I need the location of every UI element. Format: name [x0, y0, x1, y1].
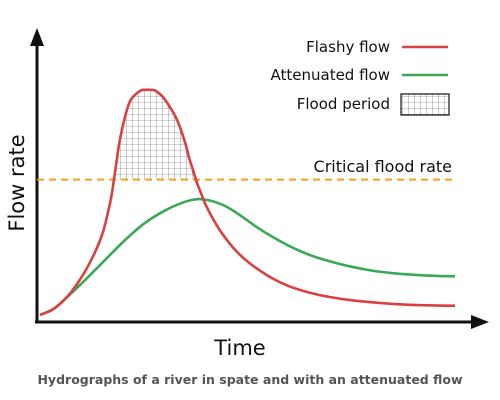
flood-period-region	[113, 89, 196, 180]
y-axis-label: Flow rate	[5, 134, 29, 231]
legend: Flashy flow Attenuated flow Flood period	[271, 38, 450, 116]
x-axis-arrow	[471, 315, 489, 329]
y-axis-arrow	[30, 28, 44, 46]
figure-caption: Hydrographs of a river in spate and with…	[37, 372, 463, 387]
legend-label-flashy-flow: Flashy flow	[306, 38, 390, 56]
legend-swatch-flood-period	[400, 93, 450, 116]
flashy-flow-line	[39, 88, 456, 317]
legend-label-flood-period: Flood period	[297, 95, 390, 113]
attenuated-flow-line	[39, 197, 456, 317]
x-axis-label: Time	[213, 336, 265, 360]
legend-label-attenuated-flow: Attenuated flow	[271, 66, 391, 84]
critical-flood-rate-label: Critical flood rate	[314, 157, 452, 176]
